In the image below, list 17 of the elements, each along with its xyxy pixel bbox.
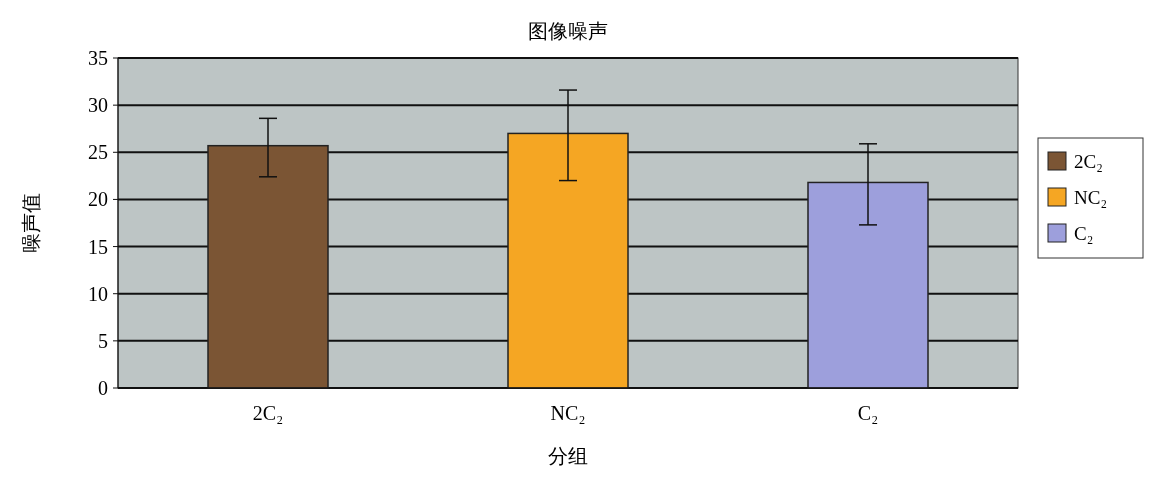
- y-tick-label: 20: [88, 188, 108, 211]
- y-tick-label: 0: [98, 377, 108, 399]
- chart-title: 图像噪声: [528, 20, 608, 42]
- y-tick-label: 25: [88, 141, 108, 164]
- legend-label: NC₂: [1074, 186, 1108, 208]
- y-tick-label: 15: [88, 235, 108, 258]
- legend-label: C₂: [1074, 222, 1094, 244]
- x-tick-label: 2C₂: [252, 402, 284, 424]
- y-axis-title: 噪声值: [20, 193, 42, 253]
- y-tick-label: 10: [88, 282, 108, 305]
- y-tick-label: 35: [88, 47, 108, 69]
- legend-label: 2C₂: [1074, 150, 1103, 172]
- x-tick-label: NC₂: [550, 402, 586, 424]
- y-tick-label: 30: [88, 94, 108, 117]
- x-axis-title: 分组: [548, 445, 588, 467]
- y-tick-label: 5: [98, 329, 108, 352]
- x-tick-label: C₂: [857, 402, 879, 424]
